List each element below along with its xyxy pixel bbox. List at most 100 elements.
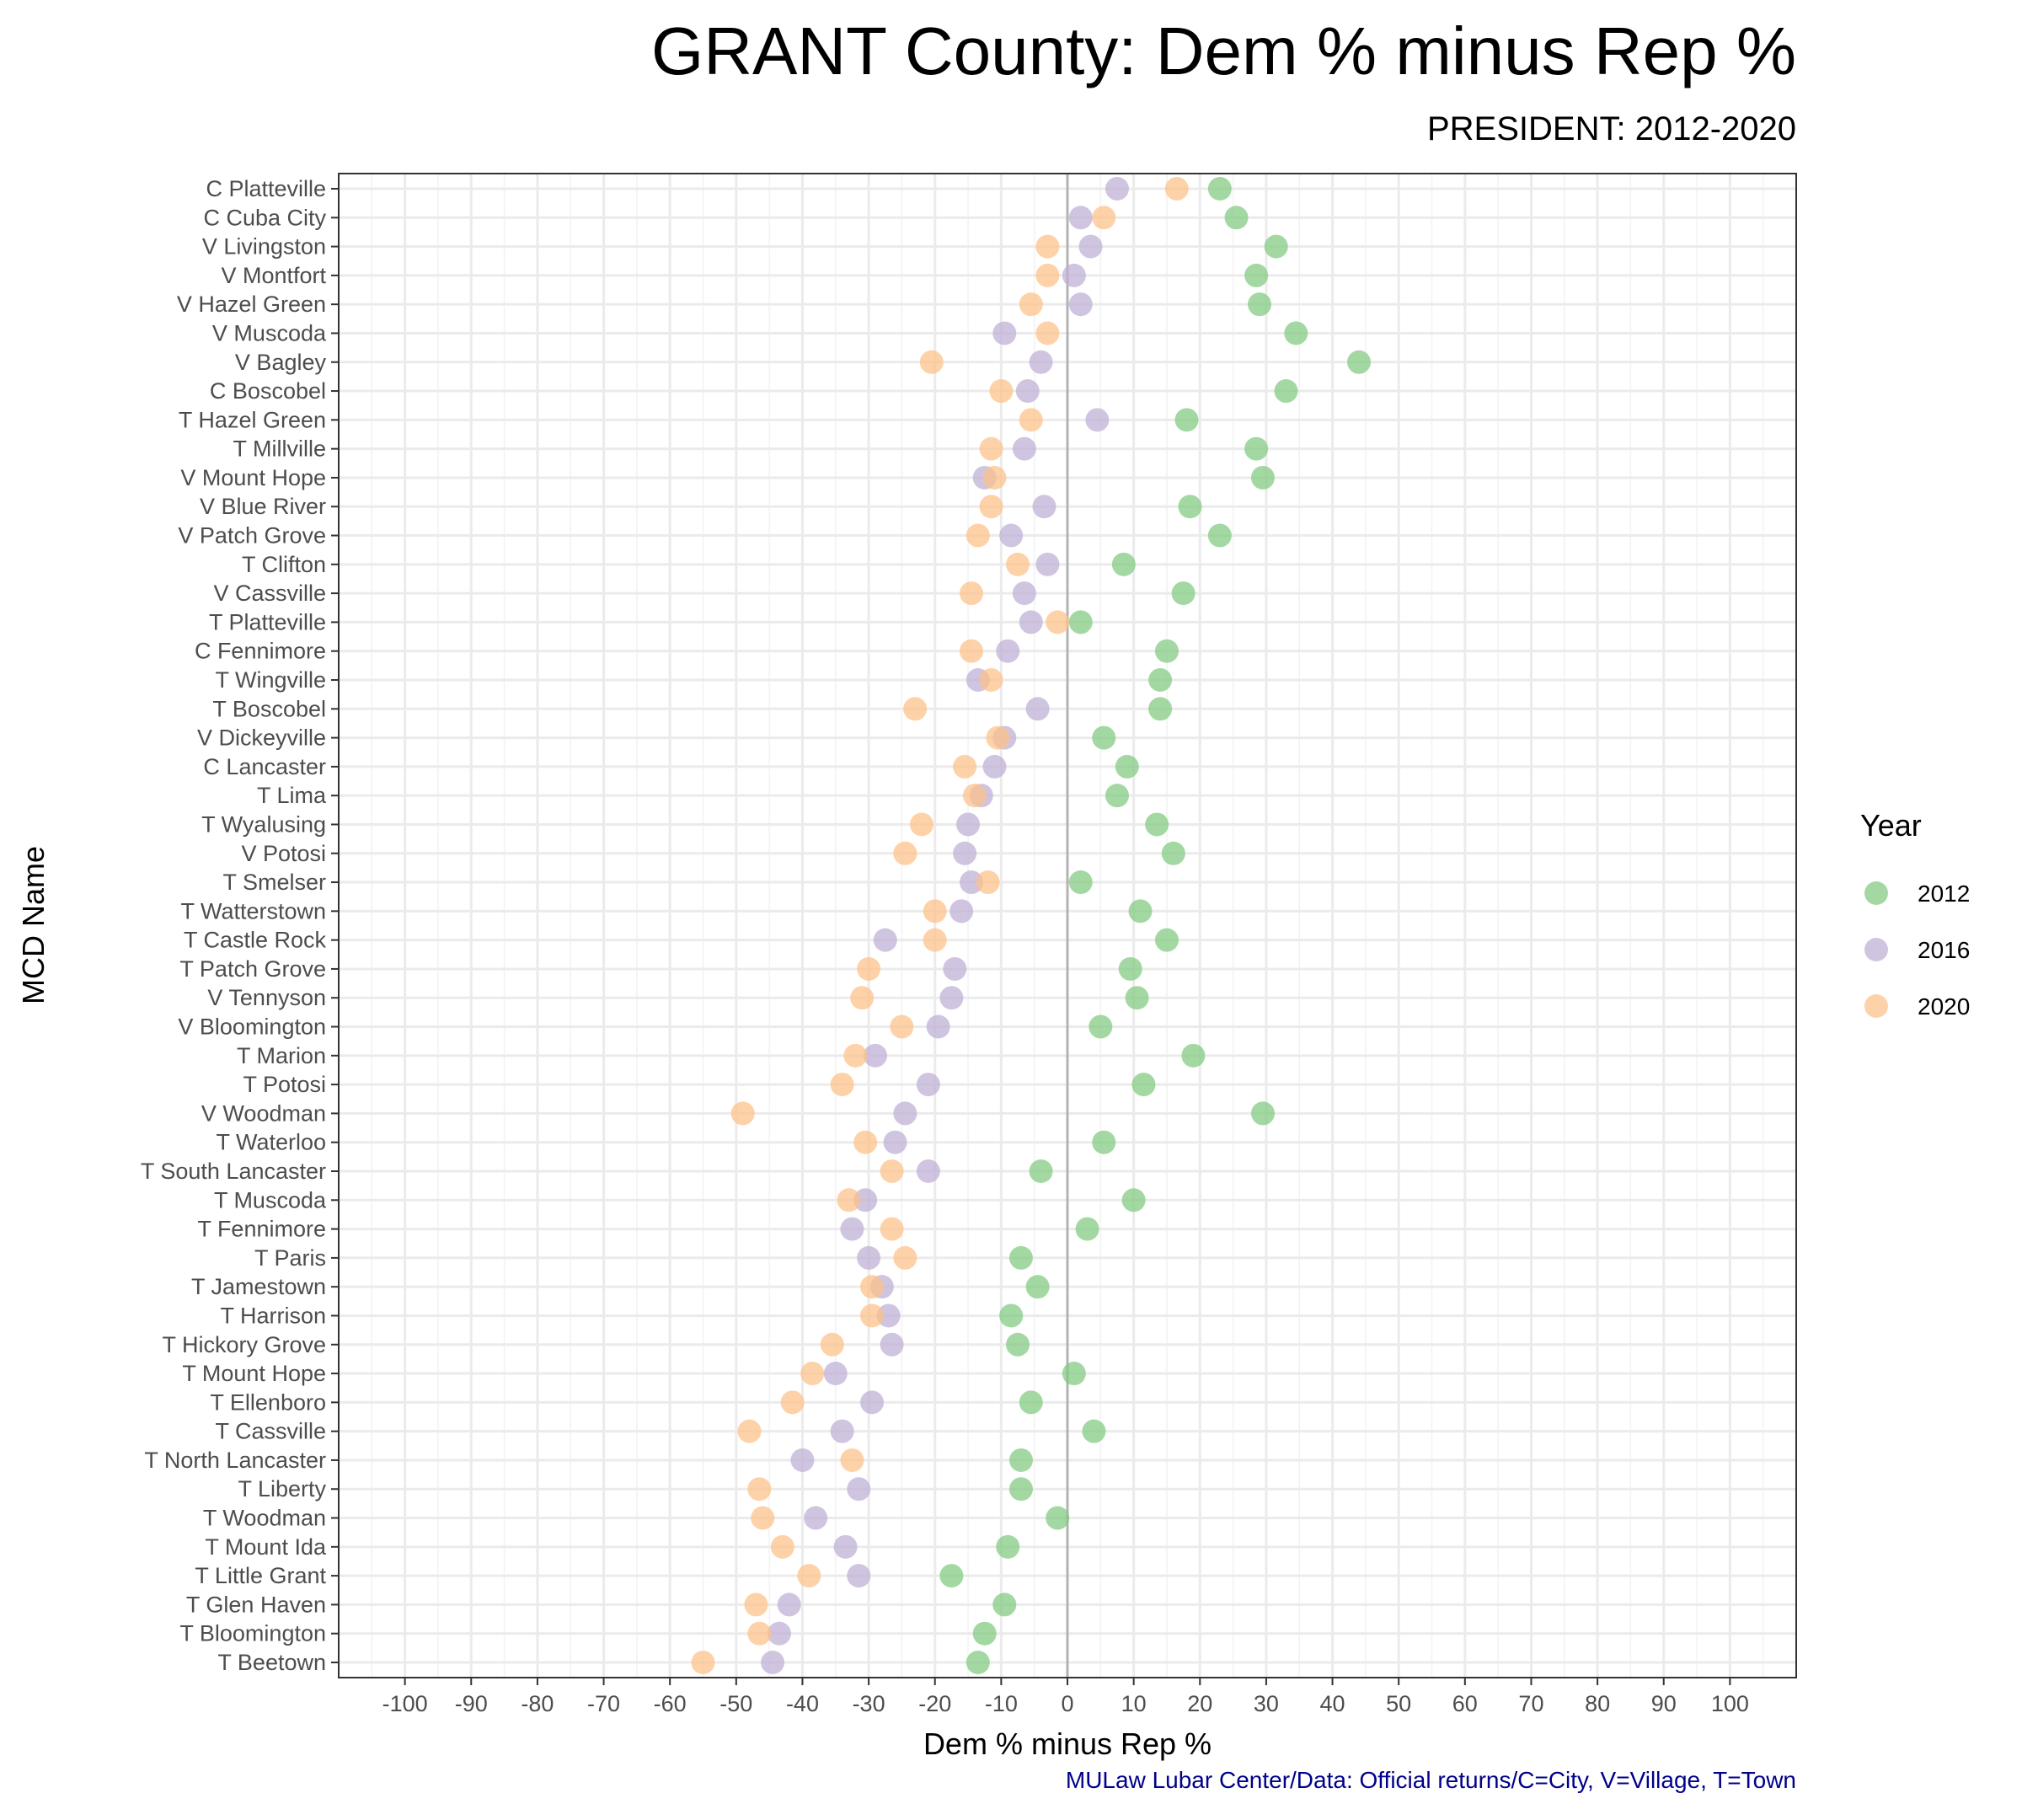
point-2016-c-platteville bbox=[1105, 177, 1129, 201]
point-2012-t-hickory-grove bbox=[1006, 1332, 1030, 1357]
point-2020-v-hazel-green bbox=[1019, 292, 1043, 317]
y-tick-label: T North Lancaster bbox=[144, 1448, 326, 1473]
point-2012-t-lima bbox=[1105, 784, 1129, 808]
y-tick-label: V Livingston bbox=[202, 234, 326, 260]
point-2016-t-marion bbox=[863, 1043, 887, 1068]
point-2016-c-lancaster bbox=[982, 754, 1007, 779]
point-2016-t-hazel-green bbox=[1085, 408, 1110, 432]
point-2012-v-cassville bbox=[1171, 581, 1196, 606]
point-2016-t-patch-grove bbox=[943, 956, 967, 981]
y-tick-label: T Muscoda bbox=[214, 1187, 327, 1212]
point-2020-t-ellenboro bbox=[780, 1390, 805, 1415]
x-tick-label: -90 bbox=[455, 1691, 488, 1716]
point-2012-t-marion bbox=[1181, 1043, 1206, 1068]
point-2020-t-platteville bbox=[1046, 610, 1070, 634]
y-tick-label: V Potosi bbox=[241, 841, 326, 866]
y-tick-label: T Bloomington bbox=[179, 1621, 326, 1646]
y-tick-label: V Patch Grove bbox=[178, 523, 326, 549]
point-2012-t-wingville bbox=[1148, 668, 1173, 692]
point-2012-t-woodman bbox=[1046, 1506, 1070, 1530]
point-2016-t-hickory-grove bbox=[880, 1332, 904, 1357]
point-2012-v-mount-hope bbox=[1250, 465, 1275, 490]
x-tick-label: 60 bbox=[1452, 1691, 1478, 1716]
point-2020-c-boscobel bbox=[989, 379, 1014, 404]
y-axis: C Platteville C Cuba City V Livingston V Mo… bbox=[141, 176, 339, 1675]
caption: MULaw Lubar Center/Data: Official return… bbox=[1066, 1767, 1796, 1793]
legend-key-2020 bbox=[1864, 994, 1888, 1018]
point-2016-v-montfort bbox=[1062, 263, 1086, 287]
point-2020-t-waterloo bbox=[853, 1130, 878, 1154]
point-2016-v-cassville bbox=[1012, 581, 1036, 606]
point-2012-v-woodman bbox=[1250, 1101, 1275, 1126]
y-tick-label: T Fennimore bbox=[197, 1217, 326, 1242]
point-2012-t-waterloo bbox=[1092, 1130, 1116, 1154]
y-tick-label: T Paris bbox=[254, 1245, 326, 1271]
point-2016-t-north-lancaster bbox=[790, 1448, 815, 1472]
legend-label-2012: 2012 bbox=[1918, 881, 1970, 907]
point-2012-t-bloomington bbox=[972, 1621, 997, 1646]
point-2012-c-boscobel bbox=[1274, 379, 1298, 404]
point-2016-v-bloomington bbox=[926, 1014, 950, 1039]
point-2012-t-mount-hope bbox=[1062, 1362, 1086, 1386]
point-2020-t-wingville bbox=[979, 668, 1003, 692]
point-2016-v-hazel-green bbox=[1068, 292, 1093, 317]
legend-label-2016: 2016 bbox=[1918, 937, 1970, 963]
y-tick-label: V Tennyson bbox=[207, 985, 326, 1010]
point-2012-c-fennimore bbox=[1154, 639, 1179, 663]
point-2016-t-bloomington bbox=[767, 1621, 791, 1646]
point-2012-v-patch-grove bbox=[1207, 523, 1232, 548]
y-tick-label: V Hazel Green bbox=[177, 292, 326, 317]
point-2012-t-south-lancaster bbox=[1029, 1159, 1053, 1183]
y-tick-label: V Cassville bbox=[213, 581, 326, 606]
legend-key-2012 bbox=[1864, 881, 1888, 905]
y-tick-label: T Castle Rock bbox=[184, 928, 327, 953]
point-2012-v-bloomington bbox=[1089, 1014, 1113, 1039]
chart-title: GRANT County: Dem % minus Rep % bbox=[651, 13, 1796, 88]
point-2012-t-hazel-green bbox=[1174, 408, 1199, 432]
point-2016-t-smelser bbox=[959, 870, 983, 895]
x-tick-label: 20 bbox=[1187, 1691, 1212, 1716]
point-2020-t-harrison bbox=[860, 1303, 885, 1328]
point-2016-t-harrison bbox=[876, 1303, 901, 1328]
point-2020-v-patch-grove bbox=[966, 523, 990, 548]
x-tick-label: -30 bbox=[853, 1691, 885, 1716]
point-2016-t-castle-rock bbox=[873, 928, 897, 952]
point-2016-t-paris bbox=[857, 1245, 881, 1270]
x-tick-label: -20 bbox=[918, 1691, 951, 1716]
point-2012-t-paris bbox=[1008, 1245, 1033, 1270]
point-2020-t-north-lancaster bbox=[840, 1448, 864, 1472]
y-tick-label: T Woodman bbox=[203, 1506, 326, 1531]
y-tick-label: T Clifton bbox=[242, 552, 326, 577]
data-points bbox=[691, 177, 1371, 1674]
point-2020-v-livingston bbox=[1035, 234, 1060, 259]
point-2020-t-little-grant bbox=[797, 1564, 821, 1588]
y-tick-label: T Cassville bbox=[215, 1419, 326, 1444]
point-2016-t-fennimore bbox=[840, 1217, 864, 1241]
point-2012-t-clifton bbox=[1111, 552, 1136, 576]
point-2020-t-fennimore bbox=[880, 1217, 904, 1241]
point-2020-t-cassville bbox=[737, 1419, 762, 1443]
point-2012-t-harrison bbox=[999, 1303, 1024, 1328]
point-2016-t-platteville bbox=[1019, 610, 1043, 634]
point-2012-t-platteville bbox=[1068, 610, 1093, 634]
point-2012-t-watterstown bbox=[1128, 899, 1153, 923]
point-2020-t-glen-haven bbox=[744, 1592, 768, 1617]
point-2020-t-watterstown bbox=[923, 899, 947, 923]
y-tick-label: V Bloomington bbox=[178, 1014, 326, 1040]
y-tick-label: V Woodman bbox=[201, 1100, 326, 1126]
point-2020-t-potosi bbox=[830, 1073, 854, 1097]
point-2016-v-livingston bbox=[1078, 234, 1103, 259]
point-2020-v-montfort bbox=[1035, 263, 1060, 287]
point-2012-t-smelser bbox=[1068, 870, 1093, 895]
point-2016-t-liberty bbox=[847, 1477, 871, 1502]
y-tick-label: C Boscobel bbox=[210, 378, 326, 404]
point-2016-c-fennimore bbox=[996, 639, 1020, 663]
x-tick-label: 40 bbox=[1320, 1691, 1345, 1716]
y-tick-label: T Waterloo bbox=[216, 1130, 326, 1155]
point-2012-t-ellenboro bbox=[1019, 1390, 1043, 1415]
point-2020-t-woodman bbox=[751, 1506, 775, 1530]
y-tick-label: T Little Grant bbox=[195, 1563, 326, 1588]
x-tick-label: -40 bbox=[786, 1691, 819, 1716]
point-2012-t-beetown bbox=[966, 1651, 990, 1674]
point-2016-c-boscobel bbox=[1015, 379, 1040, 404]
